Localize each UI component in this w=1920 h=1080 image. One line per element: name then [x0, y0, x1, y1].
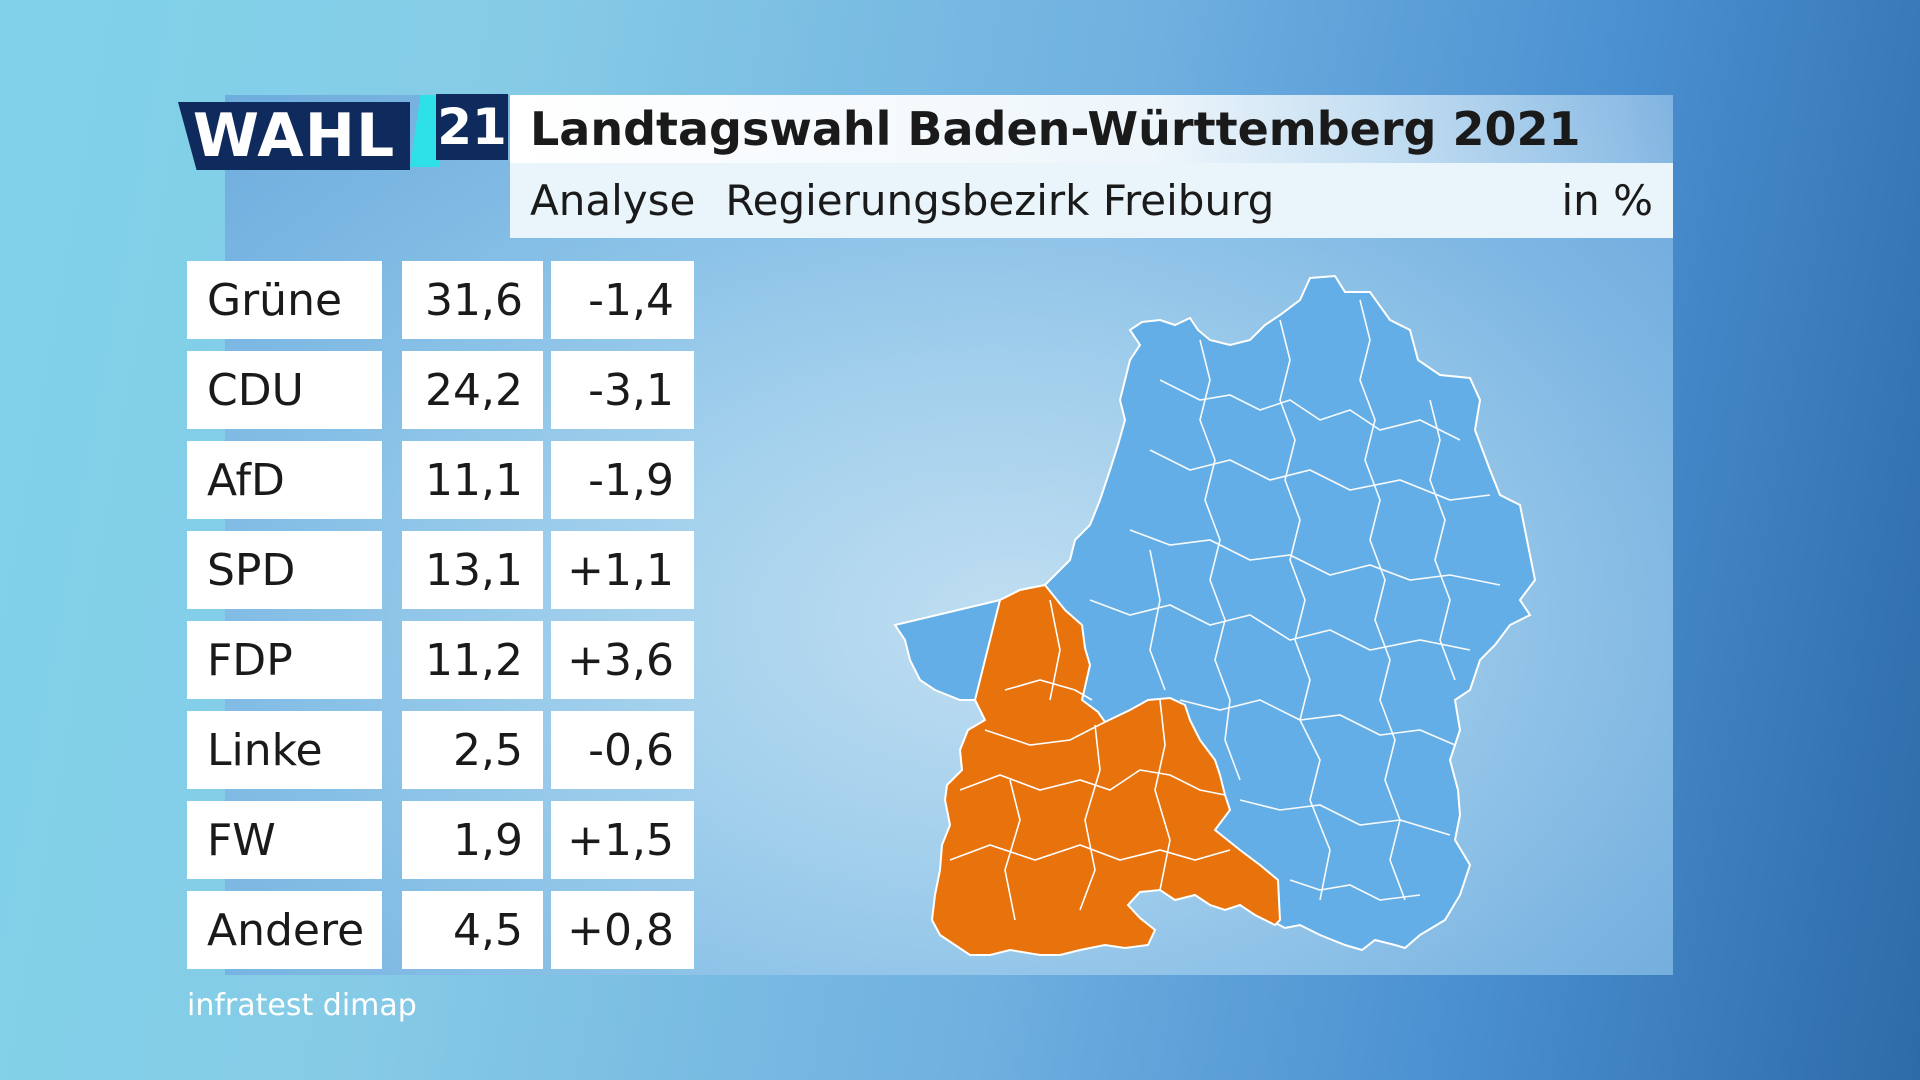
table-cell-party: FW	[187, 801, 382, 879]
table-cell-party: FDP	[187, 621, 382, 699]
table-cell-change: +1,5	[551, 801, 694, 879]
table-cell-change: +0,8	[551, 891, 694, 969]
table-cell-value: 11,2	[402, 621, 543, 699]
table-cell-party: Grüne	[187, 261, 382, 339]
table-cell-party: SPD	[187, 531, 382, 609]
table-cell-party: AfD	[187, 441, 382, 519]
year-badge: 21	[436, 94, 508, 160]
subtitle-unit: in %	[1561, 176, 1653, 225]
table-cell-change: +1,1	[551, 531, 694, 609]
page-title: Landtagswahl Baden-Württemberg 2021	[510, 95, 1673, 163]
table-cell-change: -1,9	[551, 441, 694, 519]
subtitle-analysis: Analyse	[530, 176, 696, 225]
subtitle-region: Regierungsbezirk Freiburg	[725, 176, 1275, 225]
table-cell-party: CDU	[187, 351, 382, 429]
table-cell-party: Andere	[187, 891, 382, 969]
table-cell-value: 1,9	[402, 801, 543, 879]
table-cell-value: 31,6	[402, 261, 543, 339]
map-region-freiburg	[930, 583, 1282, 956]
table-cell-value: 2,5	[402, 711, 543, 789]
map-district-borders	[1089, 299, 1501, 901]
table-cell-change: -3,1	[551, 351, 694, 429]
table-cell-value: 11,1	[402, 441, 543, 519]
table-cell-party: Linke	[187, 711, 382, 789]
table-cell-change: -0,6	[551, 711, 694, 789]
table-cell-change: -1,4	[551, 261, 694, 339]
table-cell-change: +3,6	[551, 621, 694, 699]
subtitle-bar: Analyse Regierungsbezirk Freiburg in %	[510, 163, 1673, 238]
table-cell-value: 13,1	[402, 531, 543, 609]
wahl-logo: WAHL	[178, 102, 410, 170]
table-cell-value: 24,2	[402, 351, 543, 429]
table-cell-value: 4,5	[402, 891, 543, 969]
freiburg-district-borders	[949, 599, 1231, 921]
source-credit: infratest dimap	[187, 988, 417, 1023]
